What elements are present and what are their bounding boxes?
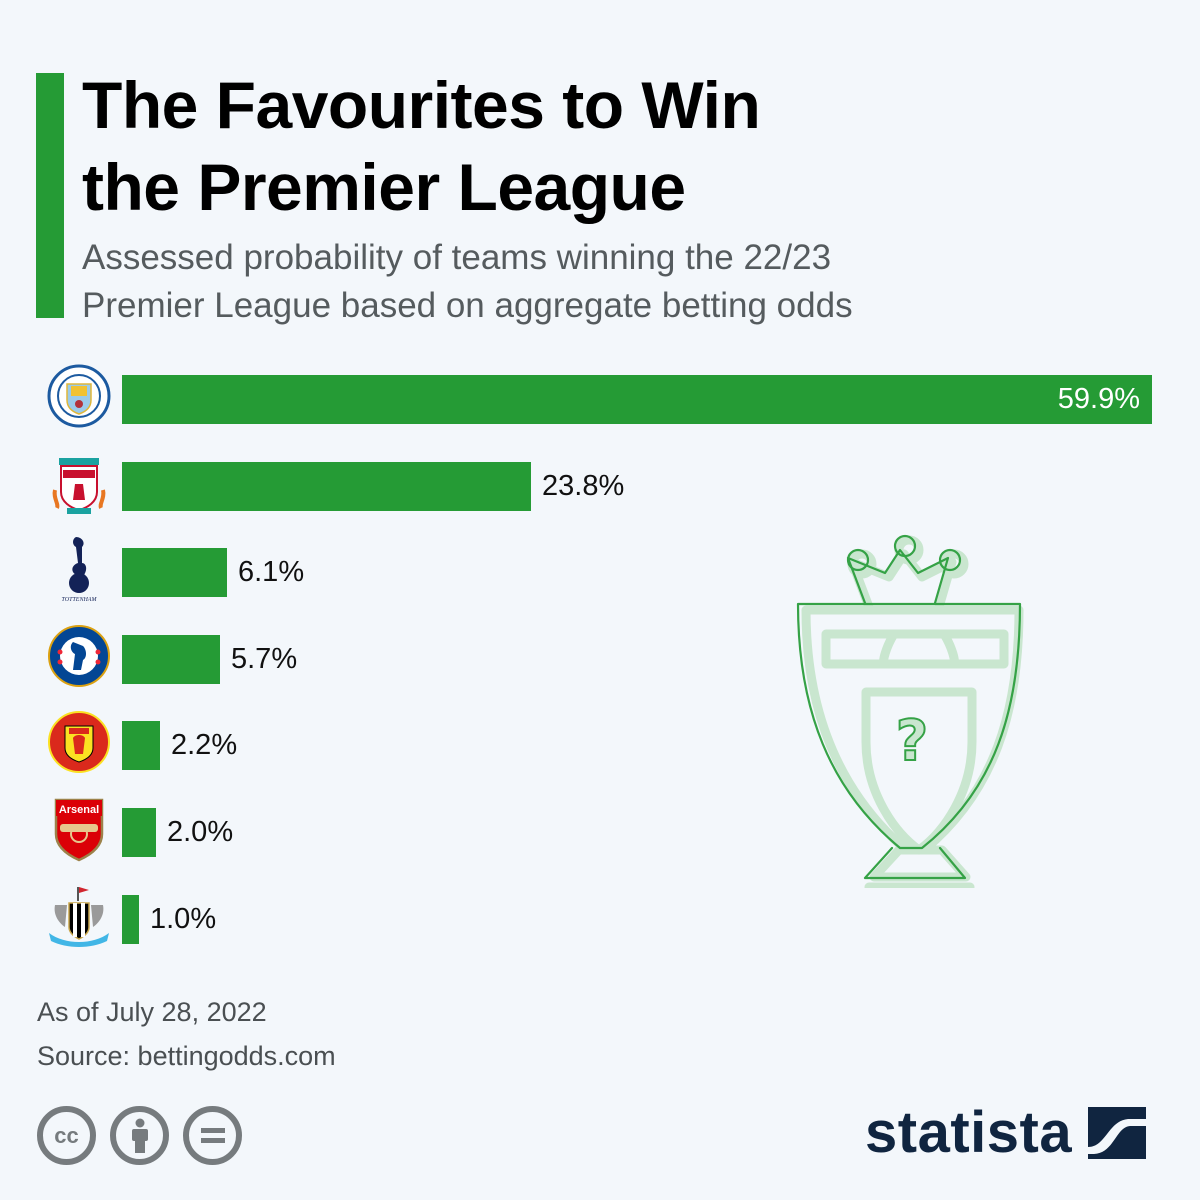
- statista-logo[interactable]: statista: [865, 1100, 1147, 1166]
- bar: [122, 721, 160, 771]
- bar-row: Arsenal 2.0%: [0, 798, 1200, 863]
- equals-icon: [200, 1127, 225, 1143]
- man-city-crest-icon: [45, 362, 113, 430]
- no-derivatives-icon[interactable]: [183, 1106, 242, 1165]
- date-note: As of July 28, 2022: [37, 997, 267, 1027]
- title-accent-bar: [36, 73, 64, 318]
- subtitle-line-1: Assessed probability of teams winning th…: [82, 238, 832, 277]
- value-label: 23.8%: [542, 469, 625, 502]
- bar: [122, 808, 156, 857]
- statista-wordmark: statista: [865, 1100, 1073, 1165]
- tottenham-crest-icon: TOTTENHAM: [45, 535, 113, 603]
- license-icons: cc: [37, 1106, 242, 1165]
- bar-chart: 59.9% 23.8% TOTTENHAM 6.1% 5.7% 2.2% Arsenal 2.…: [0, 364, 1200, 970]
- value-label: 2.0%: [167, 816, 234, 848]
- value-label: 6.1%: [238, 556, 305, 589]
- subtitle-line-2: Premier League based on aggregate bettin…: [82, 286, 853, 325]
- value-label: 59.9%: [1057, 383, 1140, 415]
- svg-text:Arsenal: Arsenal: [59, 804, 99, 816]
- creative-commons-icon[interactable]: cc: [37, 1106, 96, 1165]
- chelsea-crest-icon: [45, 622, 113, 690]
- trophy-question-mark: ?: [896, 709, 928, 774]
- man-united-crest-icon: [45, 708, 113, 776]
- bar-row: 23.8%: [0, 457, 1200, 517]
- liverpool-crest-icon: [45, 449, 113, 517]
- premier-league-trophy-icon: ?: [796, 534, 1024, 888]
- person-icon: [131, 1118, 148, 1153]
- chart-subtitle: Assessed probability of teams winning th…: [82, 234, 1182, 330]
- footer-notes: As of July 28, 2022 Source: bettingodds.…: [37, 990, 336, 1078]
- bar-row: 59.9%: [0, 364, 1200, 430]
- bar-row: 1.0%: [0, 886, 1200, 950]
- bar: [122, 461, 531, 511]
- bar: [122, 375, 1152, 424]
- attribution-icon[interactable]: [110, 1106, 169, 1165]
- svg-text:TOTTENHAM: TOTTENHAM: [62, 597, 98, 603]
- newcastle-crest-icon: [45, 882, 113, 950]
- statista-mark-icon: [1088, 1107, 1147, 1159]
- title-line-1: The Favourites to Win: [82, 68, 761, 142]
- source-link[interactable]: Source: bettingodds.com: [37, 1041, 336, 1071]
- bar: [122, 634, 220, 684]
- arsenal-crest-icon: Arsenal: [45, 795, 113, 863]
- bar: [122, 548, 227, 598]
- bar-row: 5.7%: [0, 624, 1200, 690]
- value-label: 2.2%: [171, 729, 238, 762]
- bar: [122, 894, 139, 944]
- bar-row: TOTTENHAM 6.1%: [0, 537, 1200, 603]
- bar-row: 2.2%: [0, 711, 1200, 776]
- title-line-2: the Premier League: [82, 150, 686, 224]
- chart-title: The Favourites to Win the Premier League: [82, 64, 1082, 228]
- value-label: 5.7%: [231, 642, 298, 675]
- value-label: 1.0%: [150, 902, 217, 935]
